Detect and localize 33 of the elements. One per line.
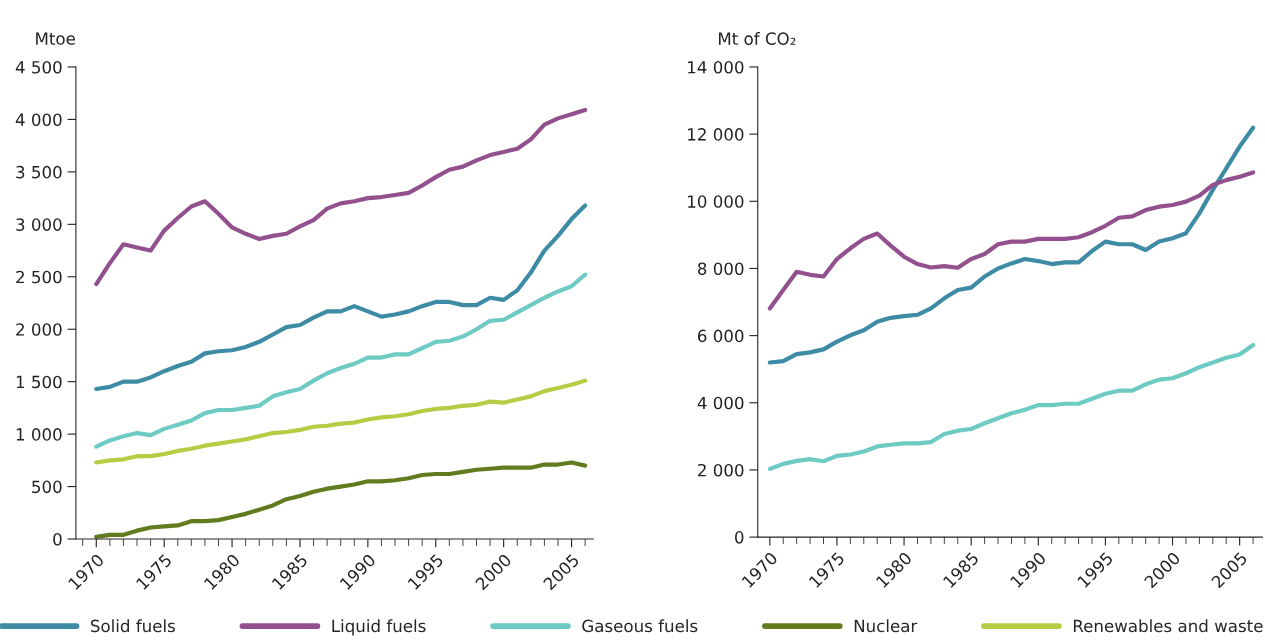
y-tick-label: 8 000 [697,262,744,276]
y-tick-label: 3 000 [16,218,62,231]
legend-label: Renewables and waste [1073,619,1263,633]
legend-label: Gaseous fuels [582,619,698,633]
legend-label: Solid fuels [90,619,175,633]
y-tick-label: 2 000 [16,323,62,336]
y-tick-label: 4 000 [697,396,744,410]
y-tick-label: 3 500 [16,165,62,179]
line-series [767,170,1256,311]
line-series [767,125,1256,365]
y-tick-label: 1 000 [16,428,62,441]
legend-label: Nuclear [854,619,918,633]
y-tick-label: 10 000 [688,195,744,208]
line-series [94,272,588,449]
y-tick-label: 1 500 [16,375,62,389]
y-tick-label: 4 500 [15,60,62,74]
y-tick-label: 500 [32,480,62,494]
y-tick-label: 0 [735,531,744,544]
y-tick-label: 6 000 [697,329,744,343]
line-series [94,378,588,465]
line-series [94,460,588,540]
line-series [94,203,588,392]
y-axis-title: Mt of CO₂ [718,32,796,45]
y-tick-label: 14 000 [688,60,744,74]
y-tick-label: 2 500 [16,270,62,284]
y-axis-title: Mtoe [36,32,75,45]
y-tick-label: 4 000 [15,113,62,126]
y-tick-label: 2 000 [698,463,744,477]
line-series [767,342,1256,472]
line-series [94,107,588,287]
y-tick-label: 0 [53,532,62,546]
y-tick-label: 12 000 [688,128,744,141]
legend-label: Liquid fuels [332,619,426,636]
